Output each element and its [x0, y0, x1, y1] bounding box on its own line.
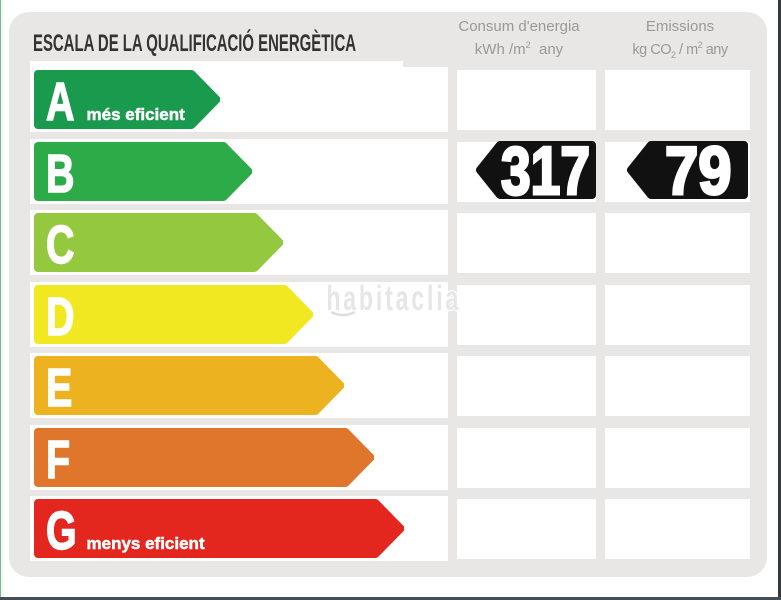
svg-text:menys eficient: menys eficient [86, 534, 204, 553]
svg-text:E: E [46, 358, 72, 415]
svg-text:B: B [46, 144, 74, 201]
svg-text:habitaclia: habitaclia [326, 279, 458, 318]
svg-text:F: F [46, 430, 70, 487]
svg-text:317: 317 [501, 141, 590, 199]
svg-text:G: G [46, 501, 77, 558]
svg-text:A: A [46, 72, 74, 129]
svg-text:C: C [46, 215, 74, 272]
svg-text:79: 79 [665, 141, 732, 199]
svg-text:D: D [46, 287, 74, 344]
svg-text:més eficient: més eficient [86, 105, 185, 124]
